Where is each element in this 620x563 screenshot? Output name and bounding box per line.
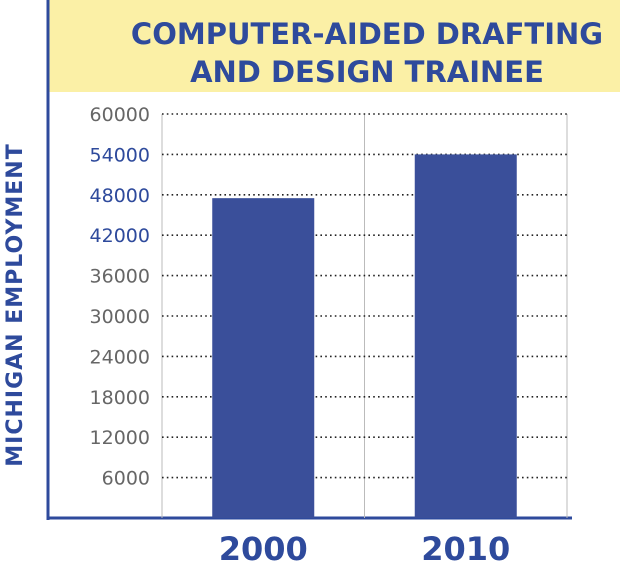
y-axis-label: MICHIGAN EMPLOYMENT bbox=[3, 143, 28, 466]
y-tick-label: 60000 bbox=[90, 104, 150, 126]
title-band bbox=[48, 0, 620, 92]
y-tick-label: 24000 bbox=[90, 346, 150, 368]
bar-2000 bbox=[212, 198, 315, 518]
bars bbox=[212, 154, 517, 518]
y-tick-label: 6000 bbox=[102, 468, 150, 490]
x-tick-label: 2010 bbox=[421, 530, 510, 563]
y-tick-label: 18000 bbox=[90, 387, 150, 409]
y-tick-label: 30000 bbox=[90, 306, 150, 328]
y-tick-label: 54000 bbox=[90, 144, 150, 166]
x-tick-label: 2000 bbox=[219, 530, 308, 563]
chart-title-line-1: COMPUTER-AIDED DRAFTING bbox=[131, 17, 603, 51]
y-tick-label: 42000 bbox=[90, 225, 150, 247]
x-category-labels: 2000 2010 bbox=[219, 530, 511, 563]
bar-2010 bbox=[414, 154, 517, 518]
chart-title-line-2: AND DESIGN TRAINEE bbox=[190, 55, 544, 89]
y-tick-label: 48000 bbox=[90, 185, 150, 207]
y-tick-labels: 6000 12000 18000 24000 30000 36000 42000 48000 5… bbox=[90, 104, 150, 490]
y-tick-label: 36000 bbox=[90, 266, 150, 288]
y-tick-label: 12000 bbox=[90, 427, 150, 449]
